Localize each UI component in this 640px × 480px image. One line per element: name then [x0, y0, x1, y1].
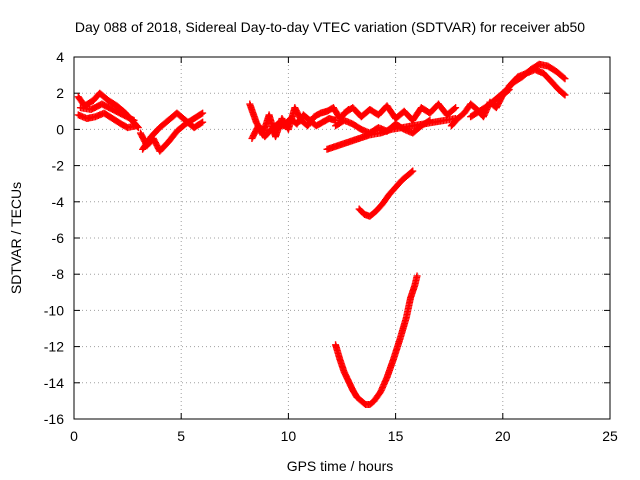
x-tick-label: 15	[388, 428, 404, 444]
data-point	[197, 119, 205, 127]
chart-title: Day 088 of 2018, Sidereal Day-to-day VTE…	[75, 19, 585, 35]
data-point	[199, 118, 207, 126]
x-tick-label: 5	[177, 428, 185, 444]
series-track-l	[467, 60, 569, 121]
data-point	[132, 122, 140, 130]
x-tick-label: 20	[495, 428, 511, 444]
series-track-g	[248, 111, 340, 142]
data-point	[561, 75, 569, 83]
series-track-c	[76, 100, 138, 124]
y-tick-label: -16	[44, 411, 64, 427]
x-tick-label: 0	[70, 428, 78, 444]
axes: 0 5 10 15 20 25 -16 -14 -12 -10 -8 -6 -4 -2 0 2 4	[44, 49, 618, 444]
series-track-n	[355, 167, 417, 220]
data-point	[451, 105, 459, 113]
x-axis-label: GPS time / hours	[287, 458, 394, 474]
data-point	[409, 167, 417, 175]
y-tick-label: 0	[56, 121, 64, 137]
data-point	[561, 91, 569, 99]
data-point	[197, 110, 205, 118]
data-point	[199, 109, 207, 117]
data-point	[425, 117, 433, 125]
y-tick-label: -12	[44, 339, 64, 355]
series-track-m	[505, 66, 569, 99]
data-points	[74, 60, 569, 409]
series-track-o	[332, 272, 421, 409]
y-axis-label: SDTVAR / TECUs	[8, 182, 24, 294]
series-track-j	[332, 116, 434, 137]
y-tick-label: 4	[56, 49, 64, 65]
series-track-b	[74, 109, 140, 132]
y-tick-label: -4	[52, 194, 65, 210]
y-tick-label: -8	[52, 266, 65, 282]
data-point	[426, 116, 434, 124]
x-tick-label: 25	[602, 428, 618, 444]
y-tick-label: -6	[52, 230, 65, 246]
data-point	[413, 272, 421, 280]
data-point	[130, 116, 138, 124]
series-track-e	[139, 109, 207, 153]
data-point	[452, 104, 460, 112]
data-point	[560, 90, 568, 98]
y-tick-label: -2	[52, 158, 65, 174]
data-point	[560, 74, 568, 82]
y-tick-label: 2	[56, 85, 64, 101]
x-tick-label: 10	[281, 428, 297, 444]
gridlines	[74, 57, 610, 419]
y-tick-label: -10	[44, 302, 64, 318]
series-track-i	[340, 100, 460, 124]
y-tick-label: -14	[44, 375, 64, 391]
data-point	[408, 168, 416, 176]
